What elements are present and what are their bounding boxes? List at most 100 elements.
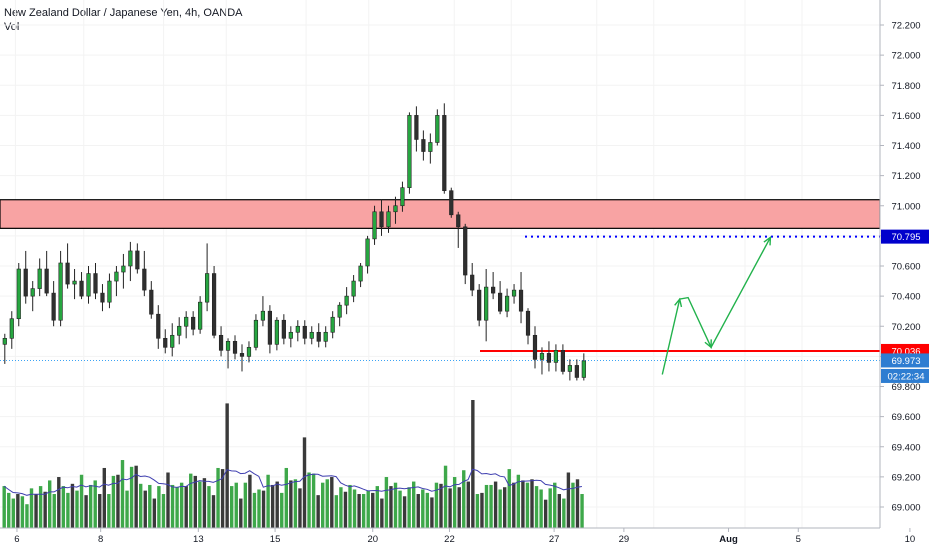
candle-body — [30, 288, 35, 297]
volume-bar — [293, 479, 298, 528]
price-tick-label: 71.400 — [891, 141, 920, 152]
volume-bar — [134, 465, 138, 528]
price-badge-label: 70.036 — [891, 346, 920, 357]
candle-body — [121, 265, 126, 273]
volume-bar — [439, 483, 443, 528]
resistance-zone — [0, 199, 881, 229]
volume-bar — [184, 486, 188, 528]
candle-body — [58, 262, 63, 321]
candle-body — [539, 353, 545, 360]
candle-body — [344, 295, 349, 306]
level-lines — [0, 235, 880, 361]
volume-bar — [512, 482, 516, 528]
candle-body — [37, 268, 42, 289]
volume-bar — [361, 494, 366, 528]
volume-bar — [230, 486, 234, 528]
volume-bar — [457, 487, 461, 528]
volume-bar — [534, 486, 539, 528]
candle-body — [149, 289, 154, 315]
volume-bar — [434, 482, 439, 528]
volume-bar — [280, 492, 284, 528]
volume-bar — [75, 490, 79, 528]
volume-bar — [416, 494, 420, 528]
volume-bar — [352, 489, 357, 528]
time-tick-label: 8 — [98, 534, 103, 545]
volume-bar — [393, 482, 398, 528]
candle-body — [191, 316, 196, 330]
volume-bar — [375, 486, 379, 528]
volume-bar — [402, 496, 407, 528]
candle-body — [218, 334, 224, 351]
price-badge-target — [881, 229, 929, 244]
candle-body — [574, 365, 579, 378]
price-tick-label: 69.000 — [891, 503, 920, 514]
candle-body — [567, 365, 572, 372]
candle-body — [484, 286, 489, 321]
volume-bar — [220, 469, 225, 528]
volume-bar — [79, 474, 84, 528]
volume-bar — [70, 483, 75, 528]
candle-body — [414, 115, 419, 140]
volume-bar — [107, 494, 111, 528]
time-tick-label: 6 — [14, 534, 19, 545]
time-axis-bg — [0, 528, 932, 550]
candle-body — [260, 310, 266, 321]
volume-bar — [462, 470, 466, 528]
volume-bar — [325, 479, 329, 528]
candle-body — [504, 295, 510, 312]
volume-bar — [193, 475, 197, 528]
candle-body — [525, 310, 531, 336]
volume-bar — [311, 473, 316, 528]
candle-body — [205, 273, 210, 303]
resistance-zone-rect[interactable] — [0, 199, 881, 229]
projection-arrow-1 — [674, 297, 683, 308]
volume-bar — [466, 481, 470, 528]
volume-bar — [189, 473, 193, 528]
candle-body — [330, 316, 335, 333]
volume-bar — [175, 487, 179, 528]
price-tick-label: 70.200 — [891, 322, 920, 333]
volume-bar — [57, 477, 61, 528]
volume-bar — [316, 495, 320, 528]
time-tick-label: 10 — [905, 534, 916, 545]
candle-body — [316, 331, 321, 342]
volume-bar — [239, 498, 243, 528]
projection-line[interactable] — [661, 237, 772, 375]
volume-bar — [139, 483, 143, 528]
volume-bar — [88, 484, 93, 528]
volume-bar — [543, 499, 548, 528]
candle-body — [225, 341, 231, 351]
candle-body — [365, 238, 370, 267]
candle-body — [23, 268, 28, 297]
volume-bar — [143, 490, 147, 528]
volume-bar — [343, 491, 348, 528]
projection-arrow-2 — [704, 339, 712, 349]
volume-bar — [580, 494, 584, 528]
volume-bar — [43, 491, 47, 528]
volume-bar — [371, 492, 375, 528]
candle-body — [177, 325, 182, 336]
volume-bar — [521, 480, 525, 528]
symbol-title: New Zealand Dollar / Japanese Yen, 4h, O… — [4, 7, 243, 19]
candle-body — [135, 250, 140, 270]
volume-bar — [421, 489, 425, 528]
price-badge-label: 70.795 — [891, 232, 920, 243]
candle-body — [546, 353, 552, 363]
candle-body — [337, 304, 342, 318]
candle-body — [386, 211, 391, 228]
price-badge-label: 02:22:34 — [888, 371, 925, 382]
volume-bar — [425, 492, 430, 528]
price-tick-label: 71.200 — [891, 171, 920, 182]
candle-body — [107, 280, 112, 303]
volume-bar — [575, 479, 580, 528]
candle-body — [421, 139, 426, 152]
volume-bar — [571, 482, 575, 528]
volume-bar — [448, 488, 452, 528]
time-tick-label: 20 — [367, 534, 378, 545]
time-tick-label: Aug — [719, 534, 738, 545]
volume-bar — [357, 494, 361, 528]
volume-bar — [20, 496, 25, 528]
volume-bar — [452, 477, 457, 528]
